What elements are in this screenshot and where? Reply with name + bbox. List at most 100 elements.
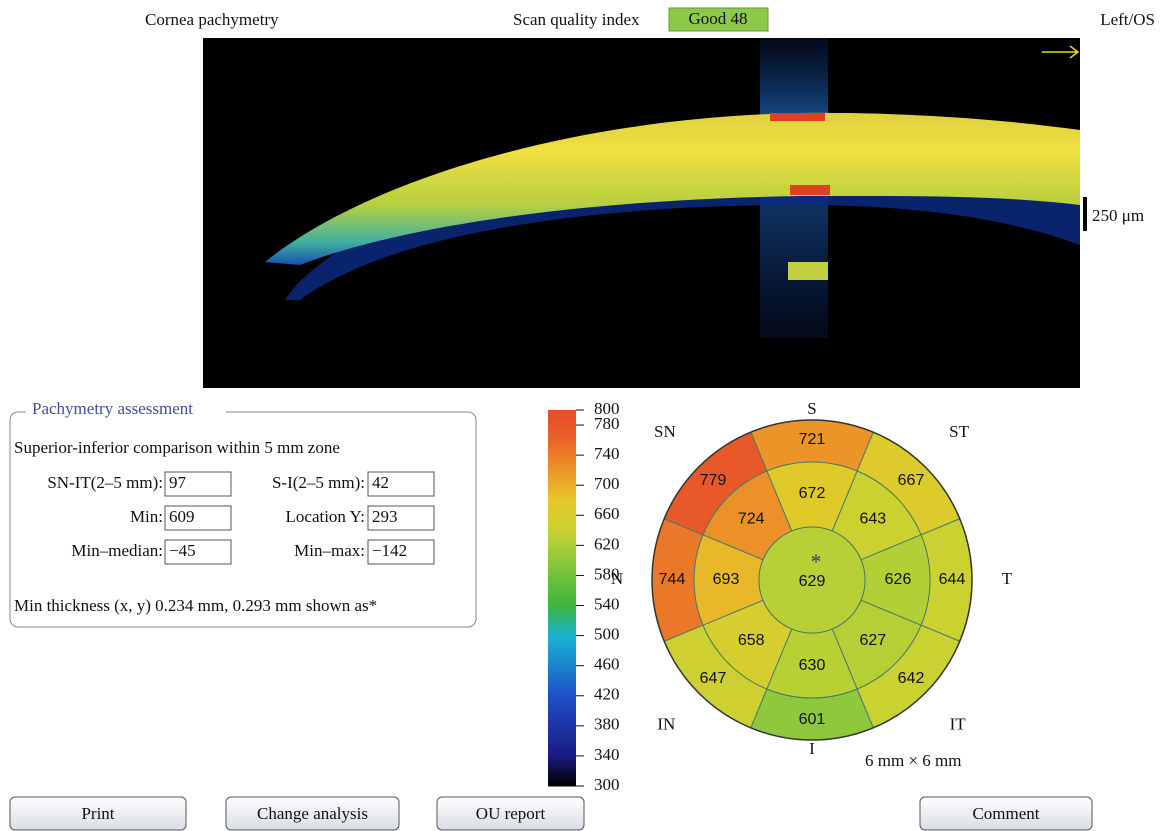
colorbar-step xyxy=(548,538,576,542)
colorbar-step xyxy=(548,677,576,681)
colorbar-step xyxy=(548,624,576,628)
colorbar-step xyxy=(548,594,576,598)
colorbar-step xyxy=(548,534,576,538)
colorbar-step xyxy=(548,451,576,455)
inner-value: 658 xyxy=(738,632,765,649)
colorbar-step xyxy=(548,557,576,561)
field-value: 42 xyxy=(372,473,389,492)
colorbar-label: 780 xyxy=(594,414,620,433)
outer-value: 744 xyxy=(659,571,686,588)
colorbar-label: 420 xyxy=(594,685,620,704)
outer-value: 642 xyxy=(898,670,925,687)
colorbar-step xyxy=(548,421,576,425)
header-right: Left/OS xyxy=(1100,10,1155,29)
colorbar-step xyxy=(548,598,576,602)
colorbar-label: 460 xyxy=(594,655,620,674)
colorbar-step xyxy=(548,478,576,482)
field-label: Min: xyxy=(130,507,163,526)
colorbar-step xyxy=(548,696,576,700)
colorbar-step xyxy=(548,684,576,688)
colorbar-step xyxy=(548,545,576,549)
colorbar-step xyxy=(548,527,576,531)
field-label: S-I(2–5 mm): xyxy=(272,473,365,492)
colorbar-step xyxy=(548,575,576,579)
colorbar-step xyxy=(548,500,576,504)
field-value: 609 xyxy=(169,507,195,526)
outer-value: 601 xyxy=(799,711,826,728)
field-value: 97 xyxy=(169,473,187,492)
sector-label: IN xyxy=(657,715,675,734)
colorbar-step xyxy=(548,722,576,726)
inner-value: 724 xyxy=(738,510,765,527)
colorbar-step xyxy=(548,493,576,497)
colorbar-step xyxy=(548,587,576,591)
colorbar-step xyxy=(548,530,576,534)
colorbar-step xyxy=(548,579,576,583)
colorbar-step xyxy=(548,560,576,564)
colorbar-step xyxy=(548,572,576,576)
colorbar-step xyxy=(548,590,576,594)
colorbar-step xyxy=(548,564,576,568)
colorbar-step xyxy=(548,609,576,613)
page: {"header": {"left": "Cornea pachymetry",… xyxy=(0,0,1161,831)
colorbar-step xyxy=(548,737,576,741)
colorbar-step xyxy=(548,632,576,636)
colorbar-step xyxy=(548,692,576,696)
colorbar-step xyxy=(548,613,576,617)
scale-bar xyxy=(1083,197,1087,231)
sector-label: T xyxy=(1002,569,1013,588)
colorbar-step xyxy=(548,617,576,621)
colorbar-step xyxy=(548,748,576,752)
quality-value: Good 48 xyxy=(688,9,747,28)
colorbar-step xyxy=(548,508,576,512)
colorbar-step xyxy=(548,496,576,500)
button-label[interactable]: Comment xyxy=(972,804,1039,823)
inner-value: 643 xyxy=(859,510,886,527)
inner-value: 630 xyxy=(799,657,826,674)
colorbar-step xyxy=(548,681,576,685)
colorbar-step xyxy=(548,425,576,429)
colorbar-step xyxy=(548,466,576,470)
colorbar-step xyxy=(548,414,576,418)
colorbar-step xyxy=(548,512,576,516)
assessment-subtitle: Superior-inferior comparison within 5 mm… xyxy=(14,438,340,457)
colorbar: 8007807407006606205805405004604203803403… xyxy=(548,399,620,794)
colorbar-step xyxy=(548,621,576,625)
colorbar-step xyxy=(548,410,576,414)
colorbar-step xyxy=(548,711,576,715)
assessment-title: Pachymetry assessment xyxy=(32,399,193,418)
scan-image xyxy=(203,38,1080,388)
colorbar-step xyxy=(548,730,576,734)
colorbar-label: 700 xyxy=(594,474,620,493)
field-label: Min–median: xyxy=(71,541,163,560)
screen: 8007807407006606205805405004604203803403… xyxy=(0,0,1161,831)
colorbar-step xyxy=(548,583,576,587)
colorbar-step xyxy=(548,474,576,478)
sector-label: IT xyxy=(950,715,967,734)
colorbar-step xyxy=(548,733,576,737)
colorbar-step xyxy=(548,752,576,756)
colorbar-step xyxy=(548,606,576,610)
center-value: 629 xyxy=(799,573,826,590)
colorbar-step xyxy=(548,647,576,651)
button-label[interactable]: OU report xyxy=(476,804,546,823)
colorbar-step xyxy=(548,433,576,437)
button-label[interactable]: Change analysis xyxy=(257,804,368,823)
colorbar-step xyxy=(548,771,576,775)
colorbar-step xyxy=(548,440,576,444)
colorbar-step xyxy=(548,666,576,670)
colorbar-step xyxy=(548,504,576,508)
colorbar-step xyxy=(548,767,576,771)
colorbar-label: 300 xyxy=(594,775,620,794)
button-label[interactable]: Print xyxy=(81,804,114,823)
colorbar-step xyxy=(548,463,576,467)
colorbar-step xyxy=(548,662,576,666)
colorbar-step xyxy=(548,481,576,485)
colorbar-label: 340 xyxy=(594,745,620,764)
sector-label: I xyxy=(809,739,815,758)
colorbar-step xyxy=(548,688,576,692)
colorbar-label: 540 xyxy=(594,594,620,613)
map-size: 6 mm × 6 mm xyxy=(865,751,961,770)
colorbar-step xyxy=(548,703,576,707)
